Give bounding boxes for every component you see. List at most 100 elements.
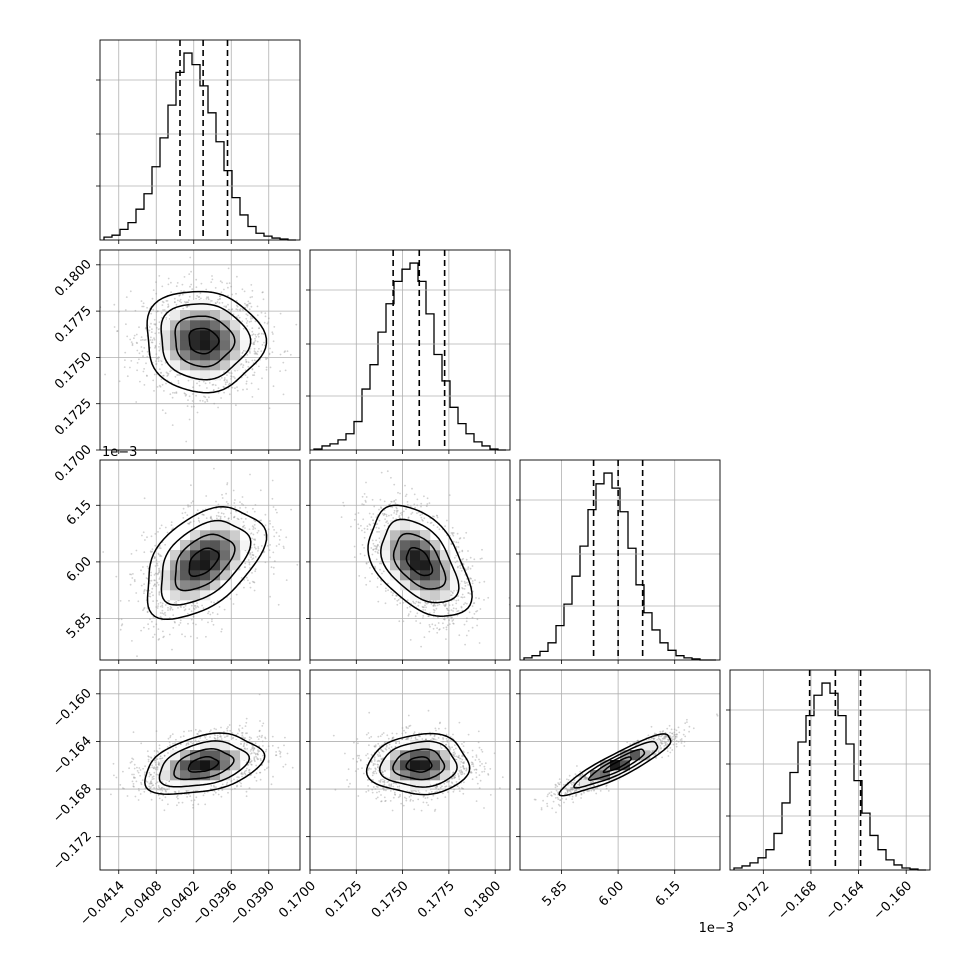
sample-point [177, 374, 180, 376]
sample-point [178, 294, 181, 297]
sample-point [184, 393, 187, 395]
sample-point [467, 592, 470, 594]
sample-point [226, 483, 229, 486]
sample-point [202, 794, 205, 797]
sample-point [463, 603, 465, 606]
sample-point [381, 572, 383, 575]
sample-point [283, 547, 285, 549]
sample-point [455, 602, 458, 605]
sample-point [397, 796, 400, 799]
sample-point [383, 500, 386, 503]
sample-point [223, 386, 226, 389]
sample-point [161, 304, 164, 306]
sample-point [372, 764, 375, 767]
sample-point [677, 726, 680, 729]
sample-point [380, 560, 382, 563]
sample-point [245, 360, 248, 363]
sample-point [161, 604, 164, 607]
sample-point [182, 507, 185, 510]
sample-point [148, 595, 150, 597]
sample-point [378, 751, 381, 754]
sample-point [269, 556, 271, 559]
sample-point [365, 733, 368, 736]
sample-point [467, 630, 470, 632]
sample-point [183, 392, 186, 394]
sample-point [455, 599, 458, 602]
sample-point [563, 801, 565, 804]
x-tick-label: −0.164 [823, 878, 868, 923]
sample-point [376, 586, 379, 588]
density-cells [380, 740, 461, 791]
sample-point [160, 360, 163, 363]
sample-point [203, 514, 205, 516]
sample-point [571, 798, 574, 800]
sample-point [245, 769, 247, 772]
density-cell [440, 580, 451, 591]
sample-point [429, 625, 431, 628]
sample-point [246, 304, 249, 307]
sample-point [147, 760, 150, 763]
sample-point [388, 514, 390, 517]
sample-point [211, 384, 214, 386]
sample-point [403, 729, 405, 732]
sample-point [251, 330, 254, 333]
sample-point [227, 384, 230, 386]
sample-point [248, 528, 251, 531]
sample-point [580, 792, 583, 795]
sample-point [353, 741, 355, 744]
sample-point [481, 557, 483, 560]
sample-point [371, 774, 374, 777]
sample-point [155, 281, 157, 283]
sample-point [461, 773, 464, 775]
sample-point [152, 600, 155, 602]
sample-point [187, 622, 189, 625]
sample-point [671, 749, 674, 751]
sample-point [267, 321, 270, 324]
sample-point [254, 568, 257, 570]
sample-point [673, 731, 676, 734]
sample-point [405, 738, 408, 741]
sample-point [395, 499, 397, 501]
sample-point [462, 766, 465, 769]
sample-point [274, 508, 277, 511]
sample-point [402, 601, 405, 604]
sample-point [157, 628, 160, 630]
sample-point [146, 355, 149, 358]
sample-point [568, 774, 571, 777]
sample-point [209, 517, 212, 519]
sample-point [457, 774, 460, 777]
sample-point [138, 767, 141, 769]
sample-point [223, 515, 226, 518]
sample-point [230, 788, 233, 791]
density-cell [210, 560, 221, 571]
sample-point [159, 555, 162, 557]
sample-point [215, 302, 217, 305]
sample-point [462, 762, 465, 764]
sample-point [450, 594, 453, 597]
density-cell [190, 760, 201, 771]
sample-point [650, 737, 653, 740]
sample-point [663, 740, 666, 743]
density-cell [170, 320, 181, 331]
sample-point [384, 602, 387, 605]
sample-point [253, 510, 256, 513]
sample-point [167, 752, 169, 754]
sample-point [242, 309, 245, 311]
sample-point [390, 784, 392, 787]
sample-point [411, 790, 413, 793]
sample-point [446, 607, 448, 610]
sample-point [405, 508, 407, 510]
sample-point [224, 736, 226, 738]
sample-point [444, 785, 447, 788]
sample-point [264, 524, 267, 527]
sample-point [387, 780, 390, 783]
sample-point [194, 605, 197, 607]
sample-point [448, 780, 451, 783]
sample-point [450, 590, 452, 593]
sample-point [569, 786, 572, 789]
sample-point [142, 767, 145, 770]
density-cell [180, 310, 191, 321]
sample-point [413, 808, 416, 811]
sample-point [252, 554, 255, 556]
sample-point [156, 564, 159, 567]
